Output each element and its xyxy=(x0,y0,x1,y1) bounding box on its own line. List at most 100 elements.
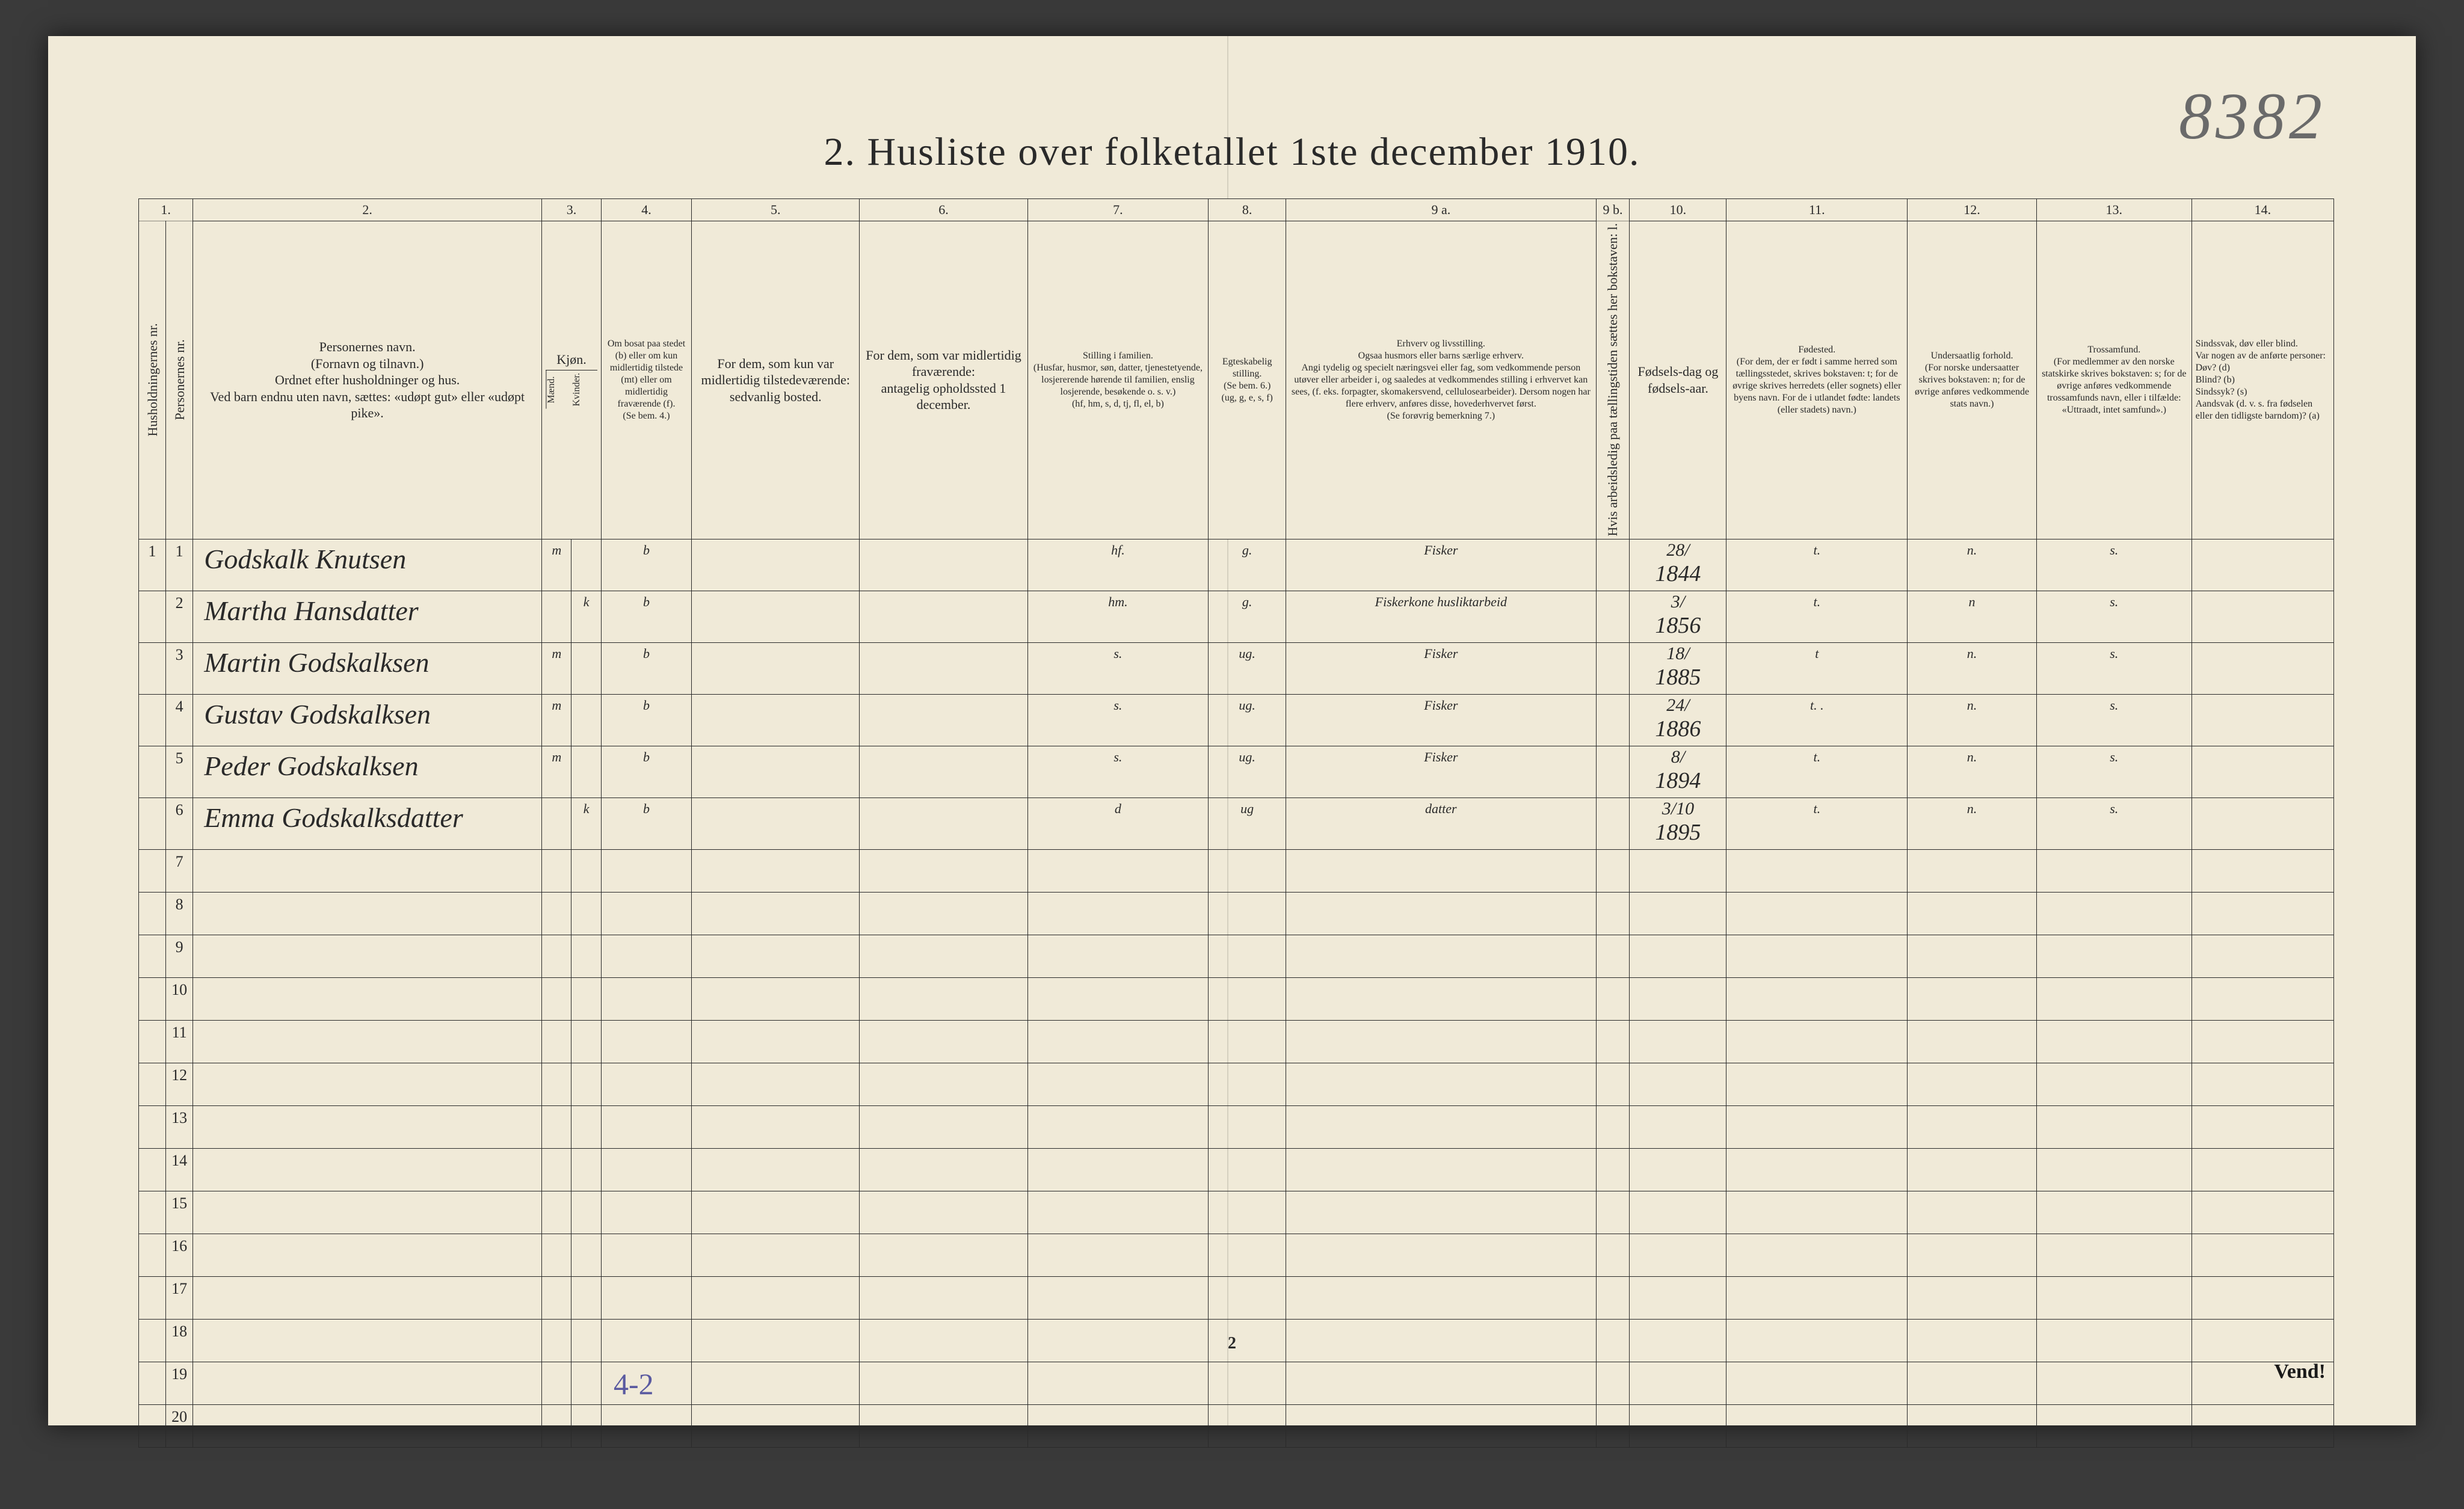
cell-hh xyxy=(139,1063,166,1106)
table-row: 2Martha Hansdatterkbhm.g.Fiskerkone husl… xyxy=(139,591,2334,643)
cell-c6 xyxy=(860,1063,1027,1106)
cell-k xyxy=(571,1234,601,1277)
cell-name: Martin Godskalksen xyxy=(193,643,542,695)
cell-pn: 2 xyxy=(166,591,193,643)
cell-pn: 19 xyxy=(166,1362,193,1405)
cell-erh xyxy=(1286,935,1596,978)
census-table-wrap: 1. 2. 3. 4. 5. 6. 7. 8. 9 a. 9 b. 10. 11… xyxy=(138,198,2334,1448)
cell-hh xyxy=(139,798,166,850)
header-unemployed: Hvis arbeidsledig paa tællingstiden sætt… xyxy=(1596,221,1630,539)
cell-al xyxy=(1596,893,1630,935)
cell-hh xyxy=(139,1277,166,1320)
header-religion: Trossamfund.(For medlemmer av den norske… xyxy=(2036,221,2191,539)
table-row: 16 xyxy=(139,1234,2334,1277)
cell-erh: Fisker xyxy=(1286,746,1596,798)
cell-tro xyxy=(2036,1362,2191,1405)
cell-m xyxy=(542,1234,571,1277)
cell-fam: hf. xyxy=(1027,539,1209,591)
cell-fst xyxy=(1726,850,1908,893)
cell-und xyxy=(1908,935,2037,978)
cell-pn: 17 xyxy=(166,1277,193,1320)
cell-erh xyxy=(1286,1191,1596,1234)
cell-und xyxy=(1908,1149,2037,1191)
cell-und xyxy=(1908,850,2037,893)
cell-dob xyxy=(1630,893,1726,935)
colnum-4: 4. xyxy=(601,199,691,221)
page-title: 2. Husliste over folketallet 1ste decemb… xyxy=(48,129,2416,175)
cell-dob xyxy=(1630,1277,1726,1320)
cell-res xyxy=(601,1405,691,1448)
cell-fst xyxy=(1726,978,1908,1021)
cell-eg xyxy=(1209,1021,1286,1063)
cell-name xyxy=(193,1277,542,1320)
cell-c5 xyxy=(692,1191,860,1234)
cell-c14 xyxy=(2191,1063,2333,1106)
cell-k xyxy=(571,850,601,893)
cell-c5 xyxy=(692,1149,860,1191)
cell-c5 xyxy=(692,1277,860,1320)
header-dob: Fødsels-dag og fødsels-aar. xyxy=(1630,221,1726,539)
cell-fst xyxy=(1726,1021,1908,1063)
cell-name xyxy=(193,935,542,978)
cell-erh xyxy=(1286,978,1596,1021)
cell-pn: 10 xyxy=(166,978,193,1021)
header-birthplace: Fødested.(For dem, der er født i samme h… xyxy=(1726,221,1908,539)
table-row: 5Peder Godskalksenmbs.ug.Fisker8/1894t.n… xyxy=(139,746,2334,798)
header-marital: Egteskabelig stilling.(Se bem. 6.)(ug, g… xyxy=(1209,221,1286,539)
cell-fst: t xyxy=(1726,643,1908,695)
cell-c5 xyxy=(692,1234,860,1277)
cell-c14 xyxy=(2191,1106,2333,1149)
cell-und: n. xyxy=(1908,798,2037,850)
cell-und xyxy=(1908,1063,2037,1106)
cell-pn: 7 xyxy=(166,850,193,893)
cell-al xyxy=(1596,539,1630,591)
colnum-5: 5. xyxy=(692,199,860,221)
cell-name xyxy=(193,893,542,935)
cell-fst xyxy=(1726,1362,1908,1405)
cell-c5 xyxy=(692,1405,860,1448)
cell-eg xyxy=(1209,1362,1286,1405)
cell-hh xyxy=(139,1149,166,1191)
cell-tro xyxy=(2036,1106,2191,1149)
cell-und xyxy=(1908,1405,2037,1448)
colnum-9a: 9 a. xyxy=(1286,199,1596,221)
cell-eg xyxy=(1209,935,1286,978)
cell-c6 xyxy=(860,1405,1027,1448)
cell-pn: 11 xyxy=(166,1021,193,1063)
cell-c5 xyxy=(692,935,860,978)
cell-c14 xyxy=(2191,935,2333,978)
cell-c14 xyxy=(2191,643,2333,695)
colnum-10: 10. xyxy=(1630,199,1726,221)
cell-name: Emma Godskalksdatter xyxy=(193,798,542,850)
colnum-14: 14. xyxy=(2191,199,2333,221)
cell-eg xyxy=(1209,978,1286,1021)
cell-pn: 4 xyxy=(166,695,193,746)
table-row: 9 xyxy=(139,935,2334,978)
cell-fam: hm. xyxy=(1027,591,1209,643)
cell-hh xyxy=(139,643,166,695)
cell-res xyxy=(601,1234,691,1277)
cell-hh xyxy=(139,695,166,746)
cell-c6 xyxy=(860,798,1027,850)
cell-erh xyxy=(1286,1021,1596,1063)
cell-dob: 18/1885 xyxy=(1630,643,1726,695)
cell-und: n. xyxy=(1908,539,2037,591)
cell-name xyxy=(193,1149,542,1191)
bottom-annotation: 4-2 xyxy=(614,1366,654,1401)
cell-res: b xyxy=(601,643,691,695)
cell-c14 xyxy=(2191,591,2333,643)
cell-pn: 14 xyxy=(166,1149,193,1191)
table-row: 7 xyxy=(139,850,2334,893)
cell-hh xyxy=(139,935,166,978)
cell-k xyxy=(571,643,601,695)
cell-m xyxy=(542,591,571,643)
cell-res: b xyxy=(601,695,691,746)
cell-m xyxy=(542,1021,571,1063)
cell-fam xyxy=(1027,1405,1209,1448)
cell-m xyxy=(542,798,571,850)
cell-dob xyxy=(1630,978,1726,1021)
cell-pn: 9 xyxy=(166,935,193,978)
cell-k xyxy=(571,1405,601,1448)
cell-fam xyxy=(1027,935,1209,978)
footer-page-number: 2 xyxy=(48,1334,2416,1353)
